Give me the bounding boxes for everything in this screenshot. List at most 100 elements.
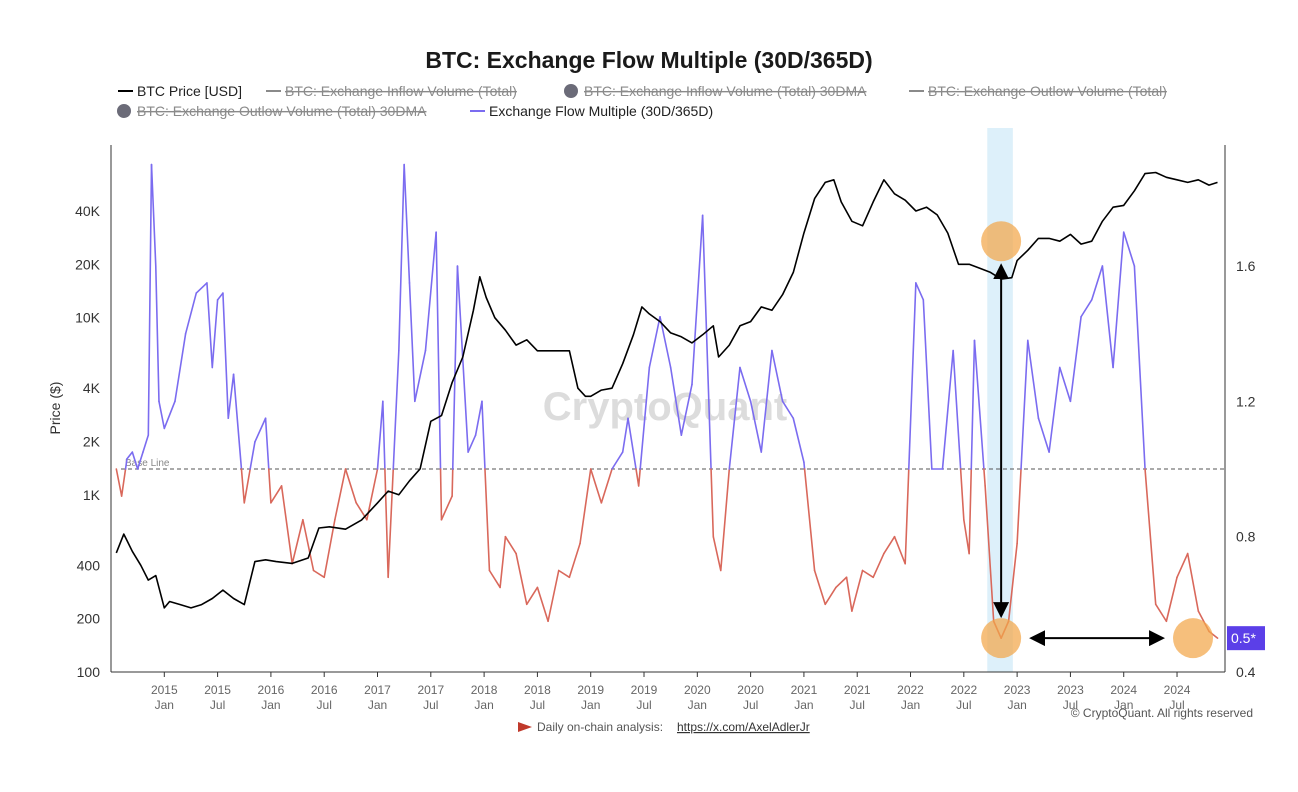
watermark: CryptoQuant — [543, 385, 787, 429]
multiple-segment — [163, 400, 176, 430]
x-tick-year: 2017 — [364, 683, 391, 697]
current-value-badge: 0.5* — [1227, 626, 1265, 651]
x-tick-month: Jan — [901, 698, 920, 712]
x-tick-year: 2016 — [258, 683, 285, 697]
exchange-flow-multiple-series — [115, 163, 1219, 639]
y-left-tick: 10K — [75, 310, 101, 326]
multiple-segment — [424, 231, 437, 352]
multiple-segment — [952, 349, 962, 470]
x-tick-year: 2023 — [1004, 683, 1031, 697]
multiple-segment — [1048, 366, 1061, 453]
legend-item: BTC: Exchange Inflow Volume (Total) — [266, 83, 517, 99]
multiple-segment — [344, 468, 357, 504]
multiple-segment — [382, 400, 386, 470]
multiple-segment — [120, 468, 127, 497]
legend-dot-icon — [117, 104, 131, 118]
multiple-segment — [845, 576, 853, 612]
multiple-segment — [968, 468, 973, 555]
multiple-segment — [557, 569, 571, 579]
multiple-segment — [1154, 603, 1168, 623]
multiple-segment — [739, 366, 752, 403]
x-tick-year: 2016 — [311, 683, 338, 697]
multiple-segment — [211, 299, 219, 369]
multiple-segment — [983, 468, 986, 487]
multiple-segment — [861, 569, 875, 579]
y-right-tick: 1.2 — [1236, 393, 1256, 409]
multiple-segment — [232, 373, 243, 470]
multiple-segment — [392, 349, 400, 470]
annotations — [981, 221, 1214, 659]
multiple-segment — [568, 542, 581, 579]
multiple-segment — [701, 214, 712, 470]
multiple-segment — [1176, 552, 1189, 579]
legend-item: BTC: Exchange Outlow Volume (Total) — [909, 83, 1167, 99]
multiple-segment — [158, 400, 166, 430]
x-tick-year: 2019 — [577, 683, 604, 697]
multiple-segment — [941, 349, 954, 470]
multiple-segment — [227, 373, 235, 420]
multiple-segment — [124, 458, 128, 470]
multiple-segment — [398, 163, 405, 352]
y-right-tick: 0.8 — [1236, 529, 1256, 545]
x-tick-year: 2018 — [471, 683, 498, 697]
multiple-segment — [1026, 339, 1040, 420]
multiple-segment — [669, 366, 683, 436]
multiple-segment — [813, 569, 827, 606]
multiple-segment — [771, 349, 784, 403]
y-right-ticks: 0.4 0.8 1.2 1.6 — [1236, 258, 1256, 680]
multiple-segment — [1122, 231, 1136, 267]
multiple-segment — [150, 163, 157, 267]
source-link[interactable]: https://x.com/AxelAdlerJr — [677, 720, 810, 734]
multiple-segment — [1186, 552, 1200, 612]
multiple-segment — [323, 518, 336, 579]
highlight-circle-current — [1173, 618, 1214, 659]
multiple-segment — [691, 214, 704, 386]
multiple-segment — [648, 315, 661, 369]
multiple-segment — [131, 451, 139, 470]
multiple-segment — [1165, 576, 1178, 623]
multiple-segment — [334, 468, 347, 521]
multiple-segment — [915, 282, 925, 301]
multiple-segment — [621, 417, 629, 453]
x-tick-year: 2015 — [151, 683, 178, 697]
y-left-tick: 400 — [77, 557, 101, 573]
multiple-segment — [264, 417, 270, 470]
x-tick-month: Jul — [317, 698, 332, 712]
legend: BTC Price [USD] BTC: Exchange Inflow Volu… — [117, 83, 1167, 119]
multiple-segment — [781, 400, 795, 420]
multiple-segment — [872, 552, 885, 579]
multiple-segment — [659, 315, 672, 369]
x-tick-month: Jul — [850, 698, 865, 712]
y-left-tick: 40K — [75, 203, 101, 219]
multiple-segment — [474, 400, 483, 436]
multiple-segment — [222, 292, 230, 420]
multiple-segment — [803, 468, 816, 572]
multiple-segment — [126, 451, 134, 460]
multiple-segment — [728, 366, 741, 470]
x-ticks: 2015Jan2015Jul2016Jan2016Jul2017Jan2017J… — [151, 672, 1191, 712]
multiple-segment — [408, 282, 416, 403]
multiple-segment — [600, 468, 613, 504]
multiple-segment — [312, 569, 326, 579]
multiple-segment — [254, 417, 267, 443]
multiple-segment — [481, 400, 486, 470]
multiple-segment — [1112, 231, 1125, 369]
multiple-segment — [959, 468, 965, 521]
multiple-segment — [403, 163, 411, 284]
multiple-segment — [970, 339, 976, 470]
multiple-segment — [904, 468, 910, 565]
x-tick-year: 2024 — [1164, 683, 1191, 697]
multiple-segment — [184, 292, 198, 335]
y-left-tick: 4K — [83, 380, 101, 396]
multiple-segment — [712, 535, 722, 572]
multiple-segment — [206, 282, 214, 369]
multiple-segment — [907, 282, 917, 470]
x-tick-year: 2024 — [1110, 683, 1137, 697]
highlight-circle-price — [981, 221, 1022, 262]
base-line-label: Base Line — [125, 458, 170, 469]
x-tick-year: 2023 — [1057, 683, 1084, 697]
legend-label: Exchange Flow Multiple (30D/365D) — [489, 103, 713, 119]
multiple-segment — [1080, 299, 1093, 318]
multiple-segment — [440, 495, 453, 521]
multiple-segment — [439, 468, 443, 521]
